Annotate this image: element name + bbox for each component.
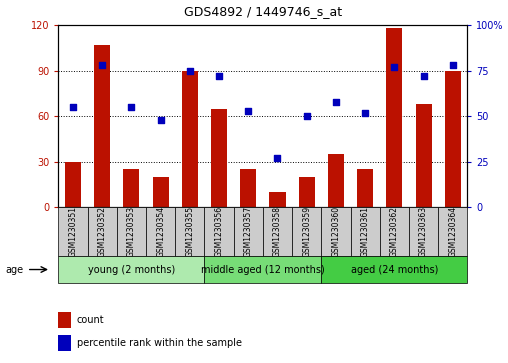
Bar xyxy=(58,256,204,283)
Text: GSM1230351: GSM1230351 xyxy=(69,206,78,257)
Text: young (2 months): young (2 months) xyxy=(88,265,175,274)
Text: age: age xyxy=(5,265,23,274)
Text: GSM1230359: GSM1230359 xyxy=(302,206,311,257)
Text: GSM1230352: GSM1230352 xyxy=(98,206,107,257)
Bar xyxy=(357,169,373,207)
Bar xyxy=(175,207,204,256)
Bar xyxy=(123,169,140,207)
Text: GSM1230364: GSM1230364 xyxy=(448,206,457,257)
Bar xyxy=(204,256,321,283)
Bar xyxy=(117,207,146,256)
Bar xyxy=(321,207,351,256)
Bar xyxy=(263,207,292,256)
Bar xyxy=(152,177,169,207)
Bar xyxy=(409,207,438,256)
Text: GSM1230361: GSM1230361 xyxy=(361,206,370,257)
Text: GSM1230357: GSM1230357 xyxy=(244,206,253,257)
Point xyxy=(156,117,165,123)
Bar xyxy=(65,162,81,207)
Bar xyxy=(416,104,432,207)
Text: GSM1230360: GSM1230360 xyxy=(331,206,340,257)
Bar xyxy=(182,71,198,207)
Bar xyxy=(444,71,461,207)
Point xyxy=(303,113,311,119)
Text: middle aged (12 months): middle aged (12 months) xyxy=(201,265,325,274)
Point xyxy=(361,110,369,115)
Point xyxy=(186,68,194,74)
Bar xyxy=(351,207,379,256)
Point xyxy=(244,108,252,114)
Point xyxy=(69,104,77,110)
Bar xyxy=(146,207,175,256)
Text: count: count xyxy=(77,315,105,325)
Text: aged (24 months): aged (24 months) xyxy=(351,265,438,274)
Point xyxy=(98,62,106,68)
Text: percentile rank within the sample: percentile rank within the sample xyxy=(77,338,242,347)
Bar xyxy=(58,207,88,256)
Bar xyxy=(234,207,263,256)
Text: GSM1230358: GSM1230358 xyxy=(273,206,282,257)
Point xyxy=(332,99,340,105)
Bar xyxy=(438,207,467,256)
Point xyxy=(128,104,136,110)
Text: GSM1230353: GSM1230353 xyxy=(127,206,136,257)
Bar xyxy=(292,207,321,256)
Bar xyxy=(88,207,117,256)
Point xyxy=(273,155,281,161)
Text: GSM1230356: GSM1230356 xyxy=(214,206,224,257)
Point xyxy=(449,62,457,68)
Point xyxy=(390,64,398,70)
Bar xyxy=(328,154,344,207)
Bar xyxy=(380,207,409,256)
Bar xyxy=(94,45,110,207)
Bar xyxy=(58,312,71,329)
Bar xyxy=(211,109,227,207)
Text: GSM1230355: GSM1230355 xyxy=(185,206,195,257)
Text: GSM1230354: GSM1230354 xyxy=(156,206,165,257)
Point xyxy=(420,73,428,79)
Text: GSM1230362: GSM1230362 xyxy=(390,206,399,257)
Bar xyxy=(204,207,234,256)
Bar xyxy=(240,169,257,207)
Bar xyxy=(58,335,71,351)
Bar xyxy=(269,192,285,207)
Bar xyxy=(386,28,402,207)
Text: GDS4892 / 1449746_s_at: GDS4892 / 1449746_s_at xyxy=(184,5,342,18)
Point xyxy=(215,73,223,79)
Text: GSM1230363: GSM1230363 xyxy=(419,206,428,257)
Bar xyxy=(299,177,315,207)
Bar xyxy=(321,256,467,283)
